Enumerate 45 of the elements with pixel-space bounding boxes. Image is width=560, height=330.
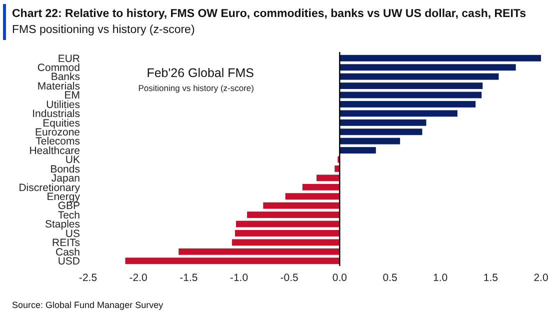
bar <box>340 119 426 126</box>
bar <box>232 239 340 246</box>
bar <box>340 128 422 136</box>
bar <box>340 54 541 62</box>
x-tick-label: 1.0 <box>433 272 448 284</box>
bar <box>340 82 483 90</box>
x-tick-label: -2.5 <box>78 272 98 284</box>
bar <box>340 64 516 71</box>
bar <box>302 184 340 190</box>
x-tick-label: -0.5 <box>280 272 299 284</box>
x-tick-label: 1.5 <box>483 272 498 284</box>
y-tick-label: Healthcare <box>29 144 80 157</box>
bar <box>340 110 458 117</box>
bar <box>316 174 340 182</box>
y-tick-label: Energy <box>46 191 81 204</box>
bar <box>236 220 340 228</box>
bar <box>285 193 340 200</box>
y-tick-label: Cash <box>55 246 80 258</box>
x-tick-label: -1.0 <box>230 272 248 284</box>
bar <box>125 258 340 264</box>
bar <box>178 248 340 255</box>
y-tick-label: Equities <box>42 117 80 130</box>
bar <box>340 92 482 98</box>
x-tick-label: 2.0 <box>534 272 548 284</box>
source-note: Source: Global Fund Manager Survey <box>12 300 164 310</box>
x-tick-label: 0.5 <box>382 272 398 284</box>
y-tick-label: USD <box>58 256 80 268</box>
annotation: Positioning vs history (z-score) <box>138 83 254 93</box>
chart-subtitle: FMS positioning vs history (z-score) <box>12 24 195 36</box>
y-tick-label: Materials <box>37 80 80 92</box>
annotation: Feb'26 Global FMS <box>146 66 254 80</box>
bar <box>247 212 340 218</box>
bar <box>334 165 340 172</box>
bar <box>263 202 340 209</box>
bar <box>340 73 499 80</box>
chart-title: Chart 22: Relative to history, FMS OW Euro, commodities, banks vs UW US dollar, cash, REITs <box>12 8 526 20</box>
x-tick-label: -2.0 <box>129 272 148 284</box>
x-tick-label: 0.0 <box>332 272 348 284</box>
x-tick-label: -1.5 <box>180 272 198 284</box>
bar <box>234 230 340 236</box>
bar <box>340 147 376 154</box>
bar <box>340 100 476 108</box>
y-tick-label: EUR <box>58 52 80 65</box>
bar <box>340 138 400 144</box>
y-tick-label: Tech <box>58 209 80 222</box>
